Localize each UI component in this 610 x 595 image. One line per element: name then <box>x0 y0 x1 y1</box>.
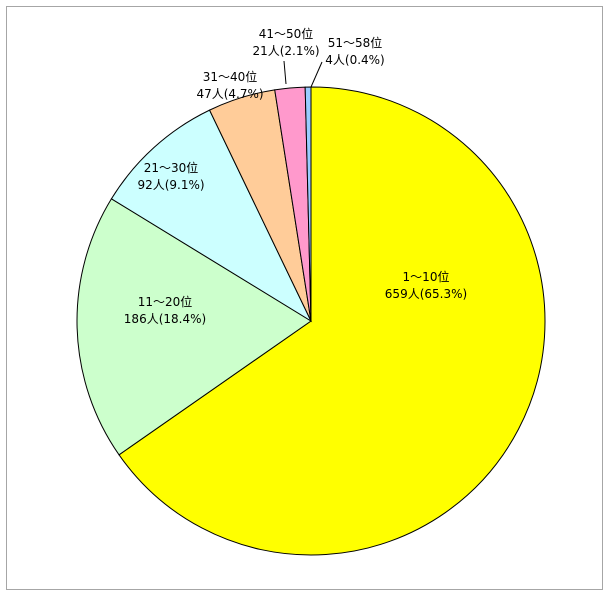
slice-count-label-2: 186人(18.4%) <box>124 312 206 326</box>
leader-line-6 <box>310 61 323 88</box>
slice-count-label-3: 92人(9.1%) <box>137 178 204 192</box>
slice-label-2: 11～20位 <box>138 294 193 309</box>
slice-count-label-1: 659人(65.3%) <box>385 287 467 301</box>
slice-count-label-6: 4人(0.4%) <box>325 53 385 67</box>
slice-label-3: 21～30位 <box>144 160 199 175</box>
leader-lines <box>283 60 323 88</box>
slice-label-1: 1～10位 <box>403 269 450 284</box>
slice-count-label-5: 21人(2.1%) <box>252 44 319 58</box>
slice-label-5: 41～50位 <box>259 26 314 41</box>
slice-label-4: 31～40位 <box>203 69 258 84</box>
pie-slice-1 <box>118 86 546 556</box>
pie-slices <box>76 86 546 556</box>
pie-slice-6 <box>304 86 312 322</box>
pie-slice-3 <box>110 109 313 323</box>
slice-count-label-4: 47人(4.7%) <box>196 87 263 101</box>
leader-line-5 <box>283 60 287 85</box>
pie-slice-2 <box>76 198 312 456</box>
slice-labels: 1～10位 659人(65.3%) 11～20位 186人(18.4%) 21～30位 9… <box>124 26 467 326</box>
slice-label-6: 51～58位 <box>328 35 383 50</box>
